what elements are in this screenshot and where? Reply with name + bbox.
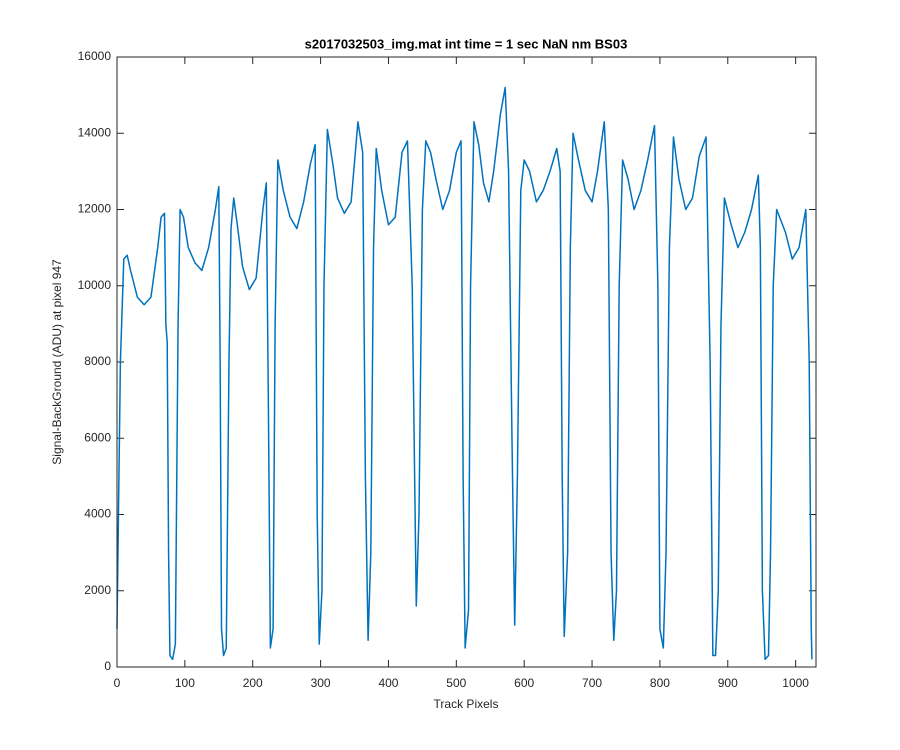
y-tick-label: 2000: [84, 583, 111, 597]
x-tick-label: 800: [650, 676, 670, 690]
x-axis-label: Track Pixels: [434, 697, 499, 711]
x-tick-label: 400: [378, 676, 398, 690]
y-axis-label: Signal-BackGround (ADU) at pixel 947: [50, 259, 64, 465]
y-tick-label: 8000: [84, 354, 111, 368]
y-tick-label: 0: [104, 659, 111, 673]
x-tick-label: 700: [582, 676, 602, 690]
y-tick-label: 10000: [78, 278, 112, 292]
y-tick-label: 16000: [78, 49, 112, 63]
x-tick-label: 200: [243, 676, 263, 690]
y-tick-label: 14000: [78, 125, 112, 139]
plot-frame: [116, 56, 817, 668]
x-tick-label: 300: [311, 676, 331, 690]
chart-title: s2017032503_img.mat int time = 1 sec NaN…: [305, 36, 628, 51]
y-tick-label: 4000: [84, 507, 111, 521]
x-tick-label: 600: [514, 676, 534, 690]
x-tick-label: 0: [114, 676, 121, 690]
x-tick-label: 1000: [782, 676, 809, 690]
x-tick-label: 900: [718, 676, 738, 690]
x-tick-label: 100: [175, 676, 195, 690]
x-tick-label: 500: [446, 676, 466, 690]
y-tick-label: 12000: [78, 202, 112, 216]
data-line: [116, 86, 813, 661]
y-tick-label: 6000: [84, 430, 111, 444]
